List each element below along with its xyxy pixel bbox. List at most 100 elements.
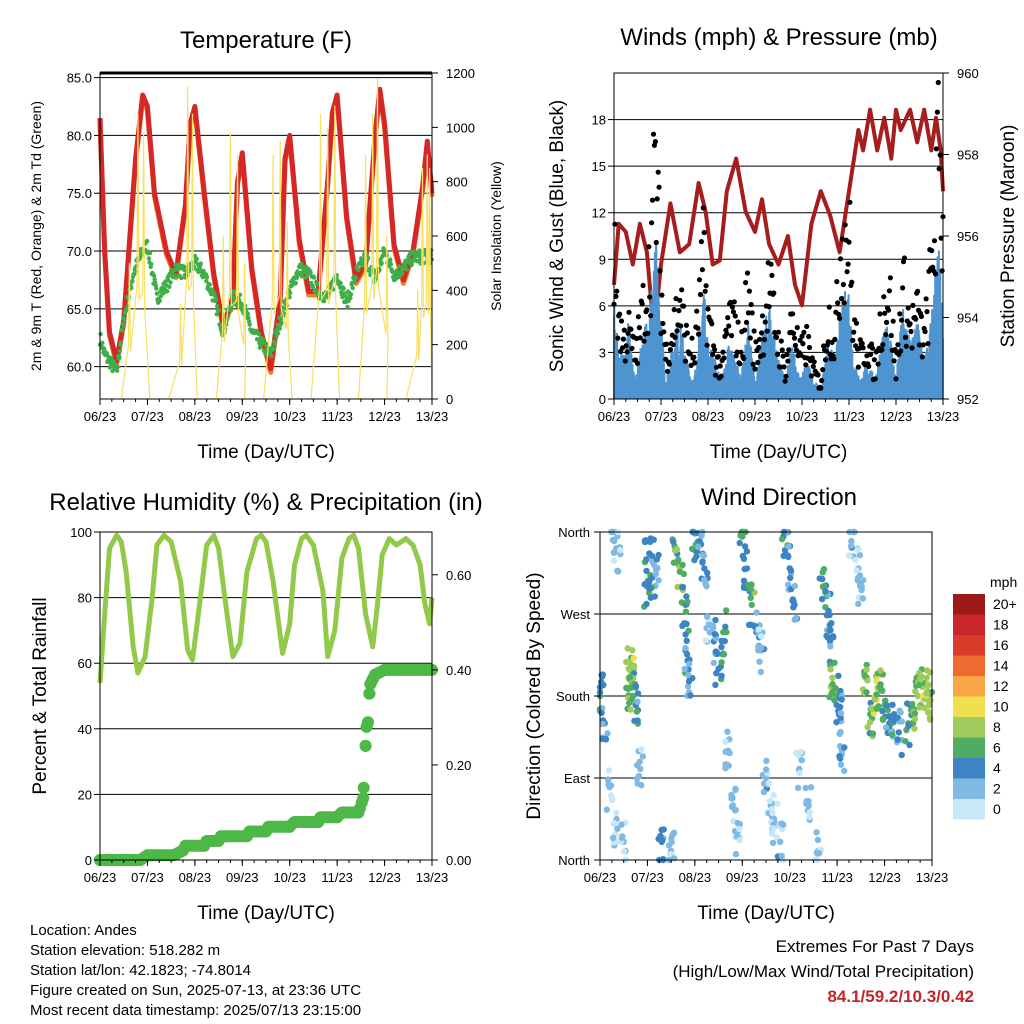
wind-direction-point [695,543,702,550]
gust-point [893,376,899,382]
rh-line [97,532,435,684]
gust-point [851,329,857,335]
wind-direction-point [643,567,650,575]
wind-direction-point [814,836,822,844]
wind-direction-point [791,582,799,590]
gust-point [779,347,785,353]
dewpoint-point [120,328,125,333]
y-right-tick-label: 600 [446,229,468,244]
wind-direction-point [829,674,836,681]
wind-direction-point [863,661,870,669]
wind-direction-point [778,852,785,860]
dewpoint-point [216,308,222,313]
y-tick-label: 85.0 [67,71,92,86]
precip-point [361,717,374,730]
dewpoint-point [115,364,120,370]
gust-point [681,303,687,309]
wind-direction-point [853,567,860,574]
gust-point [647,294,653,300]
gust-point [761,337,768,343]
y-tick-label: 65.0 [67,302,92,317]
dewpoint-point [168,280,173,285]
dewpoint-point [353,275,359,280]
legend-swatch [953,799,985,820]
wind-direction-point [797,748,805,756]
x-tick-label: 10/23 [773,870,806,885]
wind-direction-point [736,539,743,547]
wind-direction-point [655,577,662,584]
wind-direction-point [604,730,611,737]
y-right-tick-label: 200 [446,338,468,353]
gust-point [887,275,894,281]
wind-direction-point [916,669,923,677]
dewpoint-point [215,303,220,309]
wind-direction-point [687,692,694,699]
gust-point [751,328,757,334]
gust-point [622,358,628,364]
wind-direction-point [643,600,650,608]
gust-point [755,359,761,366]
wind-direction-point [670,855,678,862]
gust-point [703,283,709,289]
gust-point [648,313,654,319]
wind-direction-point [634,717,641,724]
plot-area [596,528,936,864]
gust-point [804,323,810,330]
gust-point [698,239,705,245]
wind-direction-point [684,683,692,690]
wind-direction-point [856,582,864,590]
wind-direction-point [670,829,678,836]
dewpoint-point [231,289,236,295]
wind-direction-point [869,730,877,737]
dewpoint-point [400,271,405,276]
gust-point [801,329,807,335]
solar-trace [263,140,293,400]
gust-point [640,282,646,289]
gust-point [907,321,913,327]
dewpoint-point [263,352,268,357]
gust-point [815,372,821,378]
gust-point [728,333,735,339]
dewpoint-point [179,275,184,281]
wind-direction-point [769,809,776,817]
plot-area [97,78,435,400]
gust-point [634,360,641,366]
location-text: Location: Andes [30,922,137,939]
y-right-tick-label: 954 [957,311,979,326]
wind-direction-point [837,709,845,717]
gust-point [842,222,848,228]
gust-point [753,339,759,345]
gust-point [639,301,645,307]
wind-direction-point [650,536,657,543]
wind-direction-point [682,608,690,615]
gust-point [922,328,928,335]
gust-point [810,363,816,369]
dewpoint-point [315,281,320,286]
gust-point [769,272,775,278]
wind-direction-point [813,829,820,836]
y-tick-label: 20 [78,787,92,802]
chart-panel-3: Relative Humidity (%) & Precipitation (i… [30,489,483,924]
y-axis-label: Sonic Wind & Gust (Blue, Black) [547,100,568,372]
gust-point [625,330,631,336]
gust-point [657,268,663,274]
y-right-tick-label: 400 [446,283,468,298]
gust-point [646,244,652,250]
gust-point [689,335,695,341]
wind-direction-point [924,682,932,689]
wind-direction-point [871,696,878,703]
temp-2m-line [97,86,435,372]
wind-direction-point [902,738,909,745]
x-tick-label: 06/23 [584,870,617,885]
precip-point [363,687,376,700]
wind-direction-point [743,548,751,555]
legend-label: 14 [993,658,1009,674]
gust-point [637,335,643,341]
y-right-tick-label: 956 [957,229,979,244]
gust-point [869,341,875,347]
y-right-tick-label: 960 [957,66,979,81]
x-tick-label: 10/23 [273,870,306,885]
gust-point [699,267,706,273]
dewpoint-point [98,331,103,337]
gust-point [884,319,890,325]
